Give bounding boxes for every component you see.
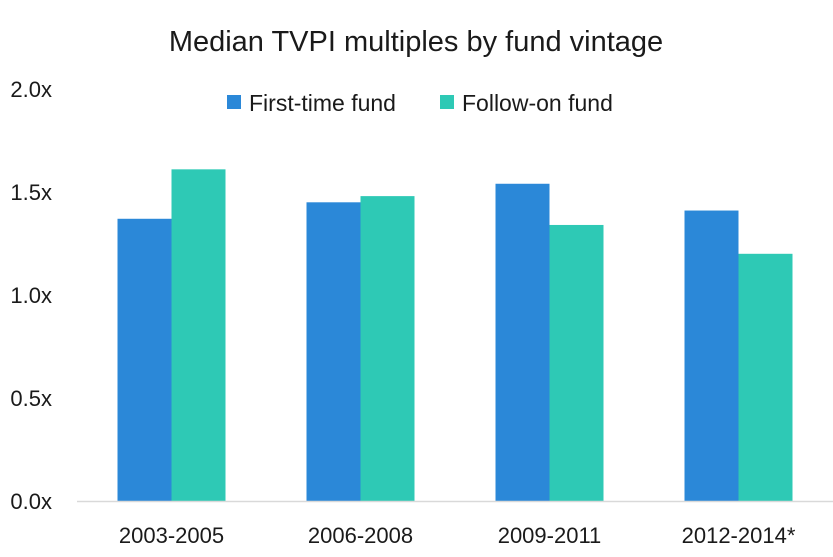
legend-item-follow-on: Follow-on fund — [440, 90, 613, 116]
y-tick-label: 0.0x — [10, 489, 52, 514]
y-axis: 0.0x 0.5x 1.0x 1.5x 2.0x — [10, 77, 52, 514]
x-tick-label: 2006-2008 — [308, 523, 413, 548]
bar-first-time-0 — [117, 218, 172, 501]
bar-follow-on-3 — [738, 253, 793, 501]
bar-follow-on-1 — [360, 196, 415, 501]
bar-follow-on-2 — [549, 224, 604, 501]
y-tick-label: 1.5x — [10, 180, 52, 205]
bars — [117, 169, 793, 502]
bar-first-time-1 — [306, 202, 361, 502]
legend-swatch — [440, 95, 454, 109]
chart-title: Median TVPI multiples by fund vintage — [169, 26, 663, 58]
bar-first-time-3 — [684, 210, 739, 502]
legend-label: Follow-on fund — [462, 90, 613, 116]
bar-first-time-2 — [495, 183, 550, 501]
y-tick-label: 0.5x — [10, 386, 52, 411]
legend: First-time fund Follow-on fund — [227, 90, 613, 116]
x-axis: 2003-2005 2006-2008 2009-2011 2012-2014* — [77, 500, 833, 548]
y-tick-label: 2.0x — [10, 77, 52, 102]
x-tick-label: 2003-2005 — [119, 523, 224, 548]
legend-item-first-time: First-time fund — [227, 90, 396, 116]
legend-label: First-time fund — [249, 90, 396, 116]
x-tick-label: 2012-2014* — [682, 523, 796, 548]
legend-swatch — [227, 95, 241, 109]
x-tick-label: 2009-2011 — [498, 523, 602, 548]
bar-follow-on-0 — [171, 169, 226, 501]
y-tick-label: 1.0x — [10, 283, 52, 308]
